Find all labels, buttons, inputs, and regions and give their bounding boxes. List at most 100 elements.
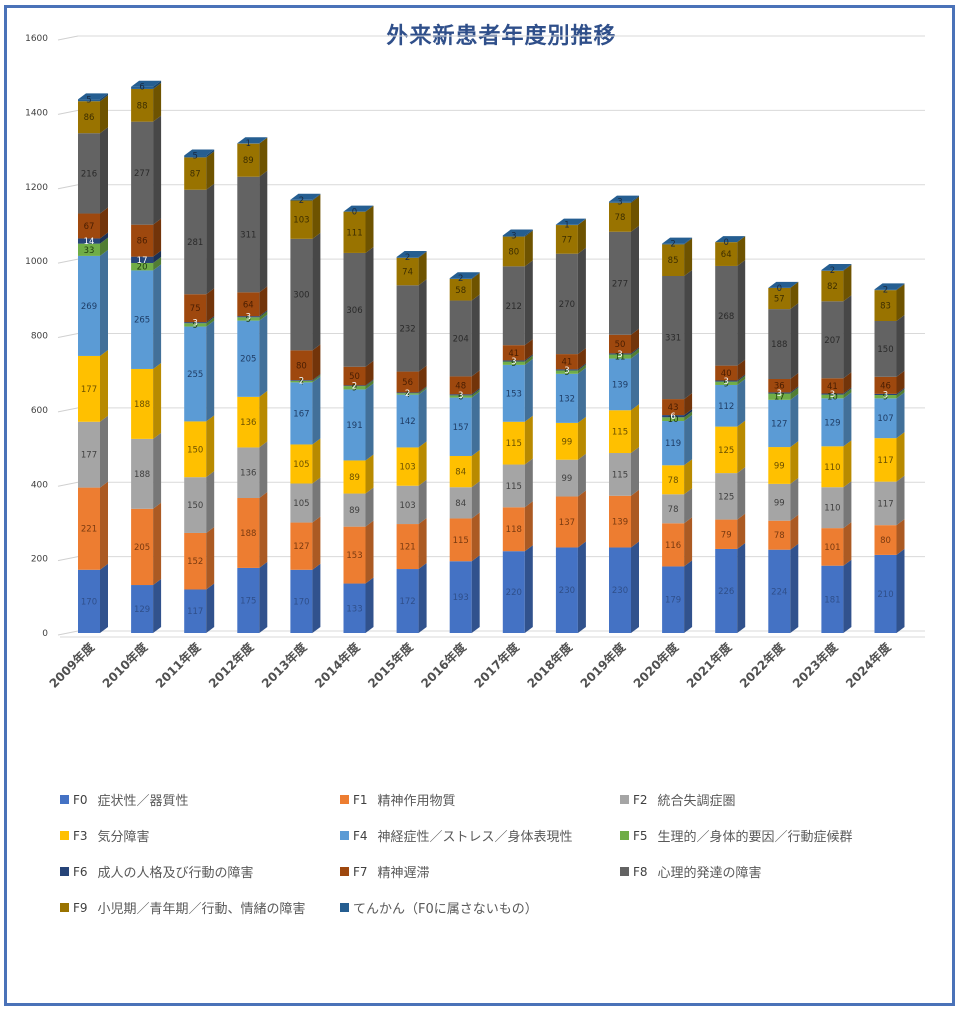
legend-item-epilepsy: てんかん（F0に属さないもの）: [340, 898, 538, 917]
bar-side: [577, 348, 586, 370]
bar-side: [896, 519, 905, 555]
bar-side: [259, 492, 268, 568]
bar-side: [206, 288, 215, 323]
bar-side: [631, 195, 639, 203]
bar-side: [790, 387, 799, 400]
bar-segment-F4: [396, 388, 427, 448]
bar-segment-F1: [715, 513, 746, 549]
data-label: 216: [81, 169, 97, 179]
bar-segment-F8: [555, 247, 586, 355]
bar-side: [365, 520, 374, 584]
bar-front: [290, 483, 313, 523]
legend-item-F4: F4 神経症性／ストレス／身体表現性: [340, 826, 573, 845]
bar-front: [874, 289, 897, 291]
bar-front: [609, 495, 631, 548]
bar-segment-F4: [715, 378, 746, 427]
bar-stack-2017年度: [502, 229, 533, 633]
bar-side: [153, 264, 162, 369]
bar-front: [396, 393, 419, 395]
data-label: 153: [346, 551, 362, 561]
data-label: 2: [670, 240, 675, 250]
bar-segment-F9: [662, 238, 693, 276]
bar-side: [790, 543, 799, 633]
bar-segment-epilepsy: [449, 272, 480, 279]
bar-top: [343, 205, 374, 212]
bar-front: [184, 189, 207, 295]
bar-front: [131, 438, 154, 509]
legend-swatch: [60, 867, 69, 876]
data-label: 150: [187, 501, 203, 511]
x-tick-label: 2009年度: [46, 639, 98, 691]
y-tick-label: 1200: [25, 183, 48, 193]
data-label: 2: [405, 253, 410, 263]
legend-item-F0: F0 症状性／器質性: [60, 790, 189, 809]
data-label: 210: [877, 590, 893, 600]
bar-front: [184, 322, 207, 324]
x-tick-label: 2017年度: [471, 639, 523, 691]
data-label: 36: [774, 382, 785, 392]
legend-swatch: [340, 795, 349, 804]
bar-front: [715, 242, 738, 266]
bar-side: [684, 488, 693, 524]
data-label: 150: [187, 445, 203, 455]
bar-front: [662, 399, 685, 416]
bar-front: [396, 394, 419, 448]
bar-segment-F8: [343, 246, 374, 367]
bar-segment-F4: [502, 358, 533, 422]
data-label: 10: [827, 392, 838, 402]
bar-side: [418, 251, 427, 258]
bar-side: [577, 453, 586, 497]
bar-front: [343, 385, 366, 387]
data-label: 142: [399, 417, 415, 427]
bar-segment-F8: [78, 127, 108, 214]
bar-side: [206, 149, 215, 158]
bar-side: [843, 392, 852, 447]
bar-stack-2009年度: [78, 93, 108, 633]
gridline-diagonal: [57, 407, 79, 413]
bar-front: [502, 551, 525, 633]
bar-side: [684, 517, 693, 567]
data-label: 111: [346, 228, 362, 238]
bar-segment-epilepsy: [78, 93, 108, 102]
bar-side: [631, 489, 639, 548]
bar-side: [790, 281, 799, 310]
legend-swatch: [620, 867, 629, 876]
bar-front: [290, 199, 313, 201]
bar-side: [843, 264, 852, 302]
bar-front: [449, 487, 472, 519]
bar-side: [418, 365, 427, 393]
bar-stack-2021年度: [715, 236, 746, 633]
data-label: 170: [81, 597, 97, 607]
bar-front: [821, 528, 844, 566]
bar-side: [153, 115, 162, 225]
bar-front: [768, 549, 791, 633]
bar-side: [684, 237, 693, 245]
bar-segment-F3: [715, 420, 746, 474]
bar-side: [896, 392, 905, 439]
bar-segment-F7: [343, 360, 374, 386]
bar-segment-F7: [449, 370, 480, 395]
bar-side: [790, 303, 799, 380]
bar-front: [237, 317, 260, 321]
bar-front: [131, 224, 154, 257]
bar-segment-F1: [396, 518, 427, 570]
bar-segment-F1: [874, 519, 905, 555]
bar-segment-F2: [874, 475, 905, 526]
bar-segment-F0: [768, 543, 799, 633]
data-label: 2: [299, 376, 304, 386]
legend-label: 成人の人格及び行動の障害: [97, 866, 254, 881]
bar-side: [418, 441, 427, 486]
bar-front: [237, 447, 260, 499]
y-tick-label: 600: [31, 406, 48, 416]
data-label: 57: [774, 294, 785, 304]
data-label: 125: [718, 446, 734, 456]
bar-side: [100, 349, 108, 422]
bar-stack-2011年度: [184, 149, 215, 633]
bar-front: [131, 88, 154, 122]
data-label: 3: [192, 319, 197, 329]
bar-segment-F5: [290, 374, 321, 383]
data-label: 127: [293, 542, 309, 552]
data-label: 0: [723, 238, 728, 248]
data-label: 181: [824, 595, 840, 605]
data-label: 269: [81, 302, 97, 312]
